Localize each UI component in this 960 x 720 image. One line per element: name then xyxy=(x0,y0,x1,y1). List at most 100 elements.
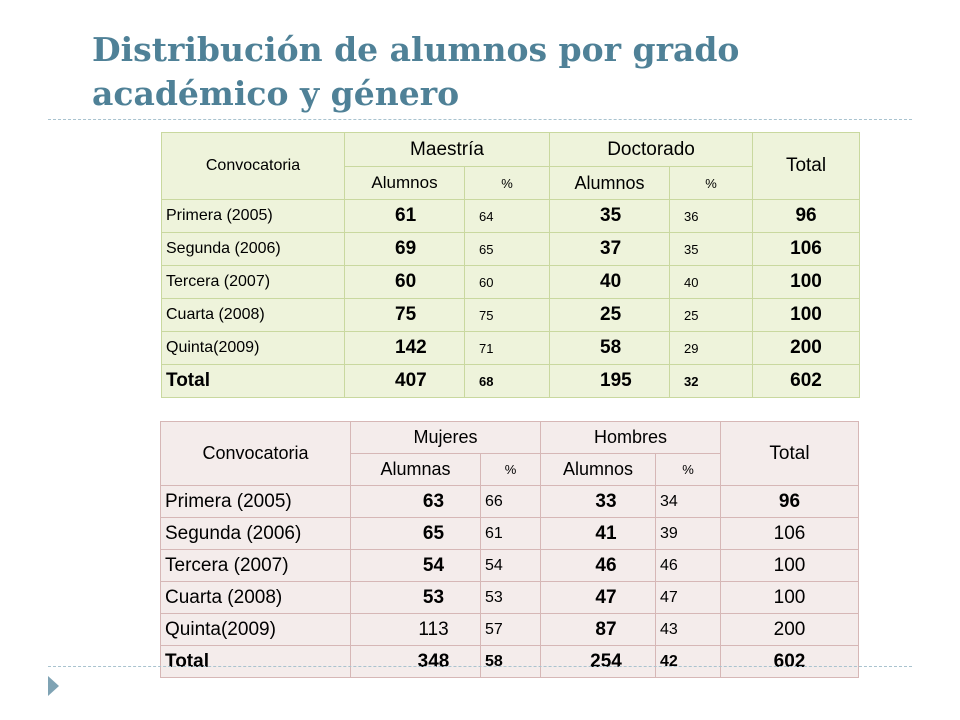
header-convocatoria: Convocatoria xyxy=(160,421,351,486)
cell-doctorado-pct: 35 xyxy=(669,232,754,266)
table-total-row: Total 407 68 195 32 602 xyxy=(161,364,861,398)
cell-hombres-count: 33 xyxy=(540,485,656,518)
table-row: Segunda (2006) 69 65 37 35 106 xyxy=(161,232,861,266)
cell-hombres-pct: 34 xyxy=(655,485,721,518)
cell-maestria-pct: 65 xyxy=(463,232,551,266)
cell-hombres-pct: 43 xyxy=(655,613,721,646)
table-row: Primera (2005) 61 64 35 36 96 xyxy=(161,199,861,233)
table-row: Cuarta (2008) 53 53 47 47 100 xyxy=(160,581,859,614)
cell-mujeres-pct: 61 xyxy=(480,517,541,550)
title-divider xyxy=(48,119,912,120)
subheader-alumnas: Alumnas xyxy=(350,453,481,486)
total-hombres-count: 254 xyxy=(540,645,656,678)
header-maestria: Maestría xyxy=(343,132,551,167)
header-doctorado: Doctorado xyxy=(549,132,754,167)
triangle-bullet-icon xyxy=(48,676,59,696)
total-row-label: Total xyxy=(161,364,345,398)
table-subheader-row: Alumnos % Alumnos % xyxy=(162,166,860,200)
cell-maestria-pct: 71 xyxy=(463,331,551,365)
row-label: Primera (2005) xyxy=(160,485,351,518)
cell-total: 106 xyxy=(720,517,859,550)
cell-mujeres-count: 63 xyxy=(350,485,481,518)
cell-mujeres-count: 53 xyxy=(350,581,481,614)
header-total: Total xyxy=(752,132,861,200)
cell-doctorado-count: 25 xyxy=(549,298,671,332)
cell-doctorado-count: 58 xyxy=(549,331,671,365)
subheader-hombres-pct: % xyxy=(655,453,721,486)
total-maestria-pct: 68 xyxy=(463,364,551,398)
cell-mujeres-pct: 66 xyxy=(480,485,541,518)
cell-hombres-pct: 47 xyxy=(655,581,721,614)
table-row: Quinta(2009) 113 57 87 43 200 xyxy=(160,613,859,646)
cell-mujeres-count: 65 xyxy=(350,517,481,550)
cell-total: 96 xyxy=(720,485,859,518)
total-mujeres-pct: 58 xyxy=(480,645,541,678)
row-label: Quinta(2009) xyxy=(160,613,351,646)
total-hombres-pct: 42 xyxy=(655,645,721,678)
cell-total: 100 xyxy=(752,298,861,332)
cell-total: 200 xyxy=(720,613,859,646)
row-label: Quinta(2009) xyxy=(161,331,345,365)
cell-hombres-count: 46 xyxy=(540,549,656,582)
cell-maestria-count: 60 xyxy=(344,265,465,299)
cell-maestria-pct: 64 xyxy=(463,199,551,233)
table-header-row: Convocatoria Maestría Doctorado Total xyxy=(161,132,861,200)
subheader-doctorado-pct: % xyxy=(669,166,754,200)
table-subheader-row: Alumnas % Alumnos % xyxy=(161,453,859,486)
row-label: Tercera (2007) xyxy=(160,549,351,582)
header-mujeres: Mujeres xyxy=(350,421,541,454)
row-label: Cuarta (2008) xyxy=(161,298,345,332)
cell-hombres-pct: 46 xyxy=(655,549,721,582)
cell-doctorado-count: 35 xyxy=(549,199,671,233)
total-grand: 602 xyxy=(752,364,861,398)
slide-title: Distribución de alumnos por grado académ… xyxy=(92,30,740,113)
cell-mujeres-count: 54 xyxy=(350,549,481,582)
header-hombres: Hombres xyxy=(540,421,721,454)
cell-doctorado-pct: 40 xyxy=(669,265,754,299)
table-row: Primera (2005) 63 66 33 34 96 xyxy=(160,485,859,518)
cell-doctorado-count: 37 xyxy=(549,232,671,266)
cell-maestria-count: 61 xyxy=(344,199,465,233)
cell-mujeres-pct: 54 xyxy=(480,549,541,582)
header-total: Total xyxy=(720,421,859,486)
subheader-maestria-alumnos: Alumnos xyxy=(344,166,465,200)
table-row: Tercera (2007) 60 60 40 40 100 xyxy=(161,265,861,299)
cell-total: 100 xyxy=(720,549,859,582)
total-maestria-count: 407 xyxy=(344,364,465,398)
table-row: Cuarta (2008) 75 75 25 25 100 xyxy=(161,298,861,332)
cell-total: 100 xyxy=(752,265,861,299)
total-mujeres-count: 348 xyxy=(350,645,481,678)
cell-doctorado-pct: 36 xyxy=(669,199,754,233)
total-doctorado-pct: 32 xyxy=(669,364,754,398)
cell-total: 200 xyxy=(752,331,861,365)
table-grado-academico: Convocatoria Maestría Doctorado Total Al… xyxy=(161,132,861,398)
cell-hombres-count: 47 xyxy=(540,581,656,614)
row-label: Segunda (2006) xyxy=(161,232,345,266)
cell-doctorado-count: 40 xyxy=(549,265,671,299)
total-grand: 602 xyxy=(720,645,859,678)
table-row: Segunda (2006) 65 61 41 39 106 xyxy=(160,517,859,550)
table-header-row: Convocatoria Mujeres Hombres Total xyxy=(160,421,859,486)
cell-total: 100 xyxy=(720,581,859,614)
cell-hombres-count: 41 xyxy=(540,517,656,550)
cell-doctorado-pct: 29 xyxy=(669,331,754,365)
subheader-alumnos: Alumnos xyxy=(540,453,656,486)
table-row: Tercera (2007) 54 54 46 46 100 xyxy=(160,549,859,582)
cell-maestria-count: 142 xyxy=(344,331,465,365)
total-row-label: Total xyxy=(160,645,351,678)
table-total-row: Total 348 58 254 42 602 xyxy=(160,645,859,678)
cell-total: 106 xyxy=(752,232,861,266)
cell-maestria-pct: 75 xyxy=(463,298,551,332)
header-convocatoria: Convocatoria xyxy=(161,132,345,200)
row-label: Segunda (2006) xyxy=(160,517,351,550)
row-label: Cuarta (2008) xyxy=(160,581,351,614)
cell-maestria-pct: 60 xyxy=(463,265,551,299)
cell-total: 96 xyxy=(752,199,861,233)
cell-maestria-count: 69 xyxy=(344,232,465,266)
table-genero: Convocatoria Mujeres Hombres Total Alumn… xyxy=(160,421,859,678)
table-row: Quinta(2009) 142 71 58 29 200 xyxy=(161,331,861,365)
subheader-mujeres-pct: % xyxy=(480,453,541,486)
footer-divider xyxy=(48,666,912,667)
total-doctorado-count: 195 xyxy=(549,364,671,398)
cell-maestria-count: 75 xyxy=(344,298,465,332)
